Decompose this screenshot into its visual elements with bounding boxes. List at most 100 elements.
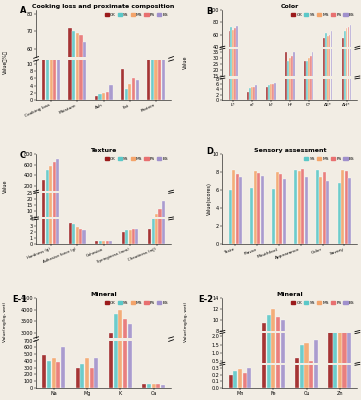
Bar [135,220,139,224]
Bar [251,89,253,94]
Bar [323,38,325,72]
Bar [118,310,122,400]
Bar [127,324,132,400]
Bar [249,69,251,72]
Bar [262,323,266,375]
Text: Value(mg/kg, wet): Value(mg/kg, wet) [184,302,188,342]
Bar [272,68,274,72]
Bar [276,317,280,375]
Bar [155,98,158,154]
Bar [285,52,287,94]
Bar [85,358,89,388]
Bar [348,178,351,244]
Bar [285,6,287,100]
Bar [300,367,304,375]
Bar [53,162,56,196]
Bar [279,174,282,244]
Bar [349,4,351,94]
Y-axis label: Value(scores): Value(scores) [206,182,212,216]
Bar [94,392,98,400]
Bar [325,33,327,72]
Bar [49,98,53,154]
Bar [234,28,236,72]
Bar [49,0,52,244]
Bar [234,10,236,94]
Text: D: D [206,147,213,156]
Bar [230,27,232,72]
Bar [129,230,132,244]
Bar [42,0,45,244]
Bar [106,92,109,100]
Bar [304,282,309,388]
Bar [148,220,151,224]
Bar [56,0,59,244]
Bar [251,188,253,244]
Bar [72,224,75,244]
Bar [121,70,124,100]
Bar [243,374,247,375]
Bar [304,366,309,375]
Bar [344,32,345,72]
Bar [338,267,342,370]
Bar [306,61,308,94]
Bar [280,0,284,388]
Bar [280,204,284,370]
Text: B: B [206,7,213,16]
Bar [342,0,344,100]
Bar [280,320,284,375]
Bar [325,20,327,94]
Bar [109,185,113,388]
Bar [232,30,234,72]
Bar [323,0,325,100]
Bar [343,343,347,375]
Bar [341,170,344,244]
Bar [349,0,351,100]
Bar [271,309,275,375]
Bar [79,34,83,154]
Bar [232,170,235,244]
Bar [114,130,118,388]
Bar [135,229,139,244]
Bar [249,88,251,100]
Bar [75,396,80,400]
Bar [236,6,238,94]
Title: Cooking loss and proximate composition: Cooking loss and proximate composition [32,4,175,9]
Bar [243,366,247,370]
Bar [238,370,242,388]
Bar [162,134,165,244]
Bar [105,241,109,244]
Bar [128,146,131,154]
Bar [109,241,112,244]
Bar [308,19,310,100]
Bar [327,25,329,94]
Bar [253,86,255,100]
Bar [98,94,101,100]
Bar [158,170,161,244]
Bar [229,32,230,72]
Bar [266,86,268,100]
Bar [61,389,65,400]
Bar [287,54,289,72]
Bar [42,10,45,100]
Bar [229,190,232,244]
Bar [102,223,105,224]
Bar [230,0,232,100]
Text: Value: Value [3,179,8,193]
Bar [310,52,312,72]
Bar [348,0,349,100]
Bar [329,34,330,72]
Bar [235,174,239,244]
Bar [289,53,291,72]
Bar [158,0,161,100]
Bar [53,0,56,244]
Bar [90,396,93,400]
Legend: CK, SS, MS, FS, BS: CK, SS, MS, FS, BS [290,12,355,18]
Bar [348,8,349,94]
Bar [310,14,312,100]
Title: Sensory assessment: Sensory assessment [254,148,326,153]
Bar [98,151,101,154]
Bar [329,278,332,370]
Bar [261,176,264,244]
Bar [132,221,135,224]
Bar [118,117,122,388]
